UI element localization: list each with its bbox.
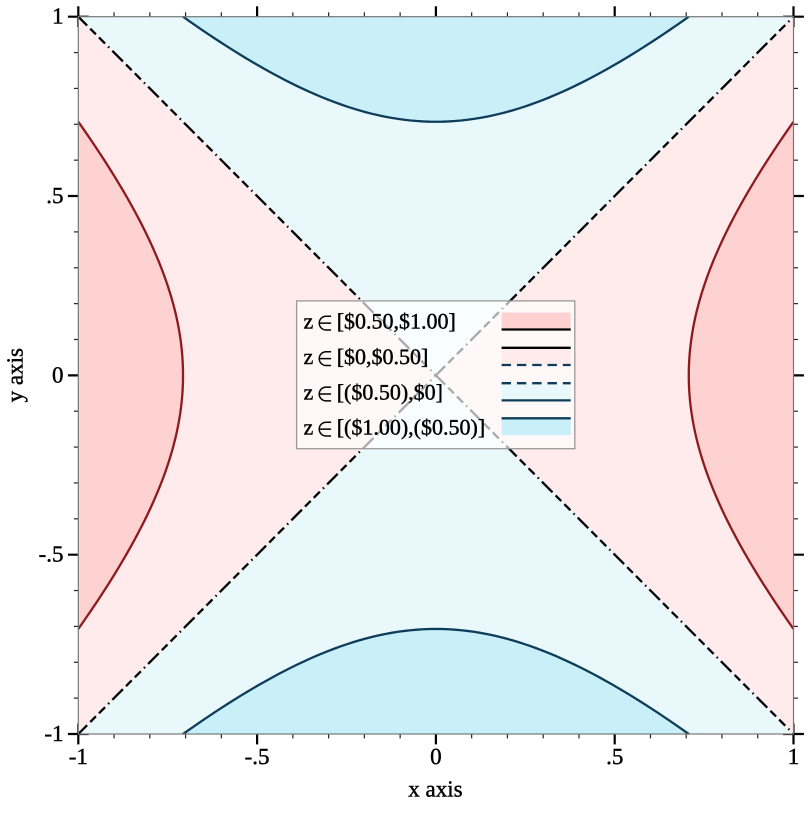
svg-text:z: z bbox=[304, 344, 314, 369]
svg-text:-1: -1 bbox=[44, 721, 63, 746]
svg-text:.5: .5 bbox=[46, 183, 63, 208]
svg-text:[($0.50),$0]: [($0.50),$0] bbox=[337, 379, 443, 404]
svg-text:[$0,$0.50]: [$0,$0.50] bbox=[337, 344, 429, 369]
svg-text:z: z bbox=[304, 309, 314, 334]
svg-text:-.5: -.5 bbox=[39, 542, 64, 567]
svg-text:-.5: -.5 bbox=[245, 744, 270, 769]
svg-text:[$0.50,$1.00]: [$0.50,$1.00] bbox=[337, 309, 456, 334]
svg-text:0: 0 bbox=[430, 744, 442, 769]
svg-text:y axis: y axis bbox=[3, 348, 28, 402]
svg-text:.5: .5 bbox=[606, 744, 623, 769]
svg-text:0: 0 bbox=[52, 362, 64, 387]
svg-text:x axis: x axis bbox=[408, 776, 462, 801]
svg-text:z: z bbox=[304, 415, 314, 440]
svg-text:z: z bbox=[304, 379, 314, 404]
svg-text:1: 1 bbox=[788, 744, 800, 769]
svg-text:[($1.00),($0.50)]: [($1.00),($0.50)] bbox=[337, 415, 485, 440]
svg-text:1: 1 bbox=[52, 4, 64, 29]
svg-text:-1: -1 bbox=[69, 744, 88, 769]
